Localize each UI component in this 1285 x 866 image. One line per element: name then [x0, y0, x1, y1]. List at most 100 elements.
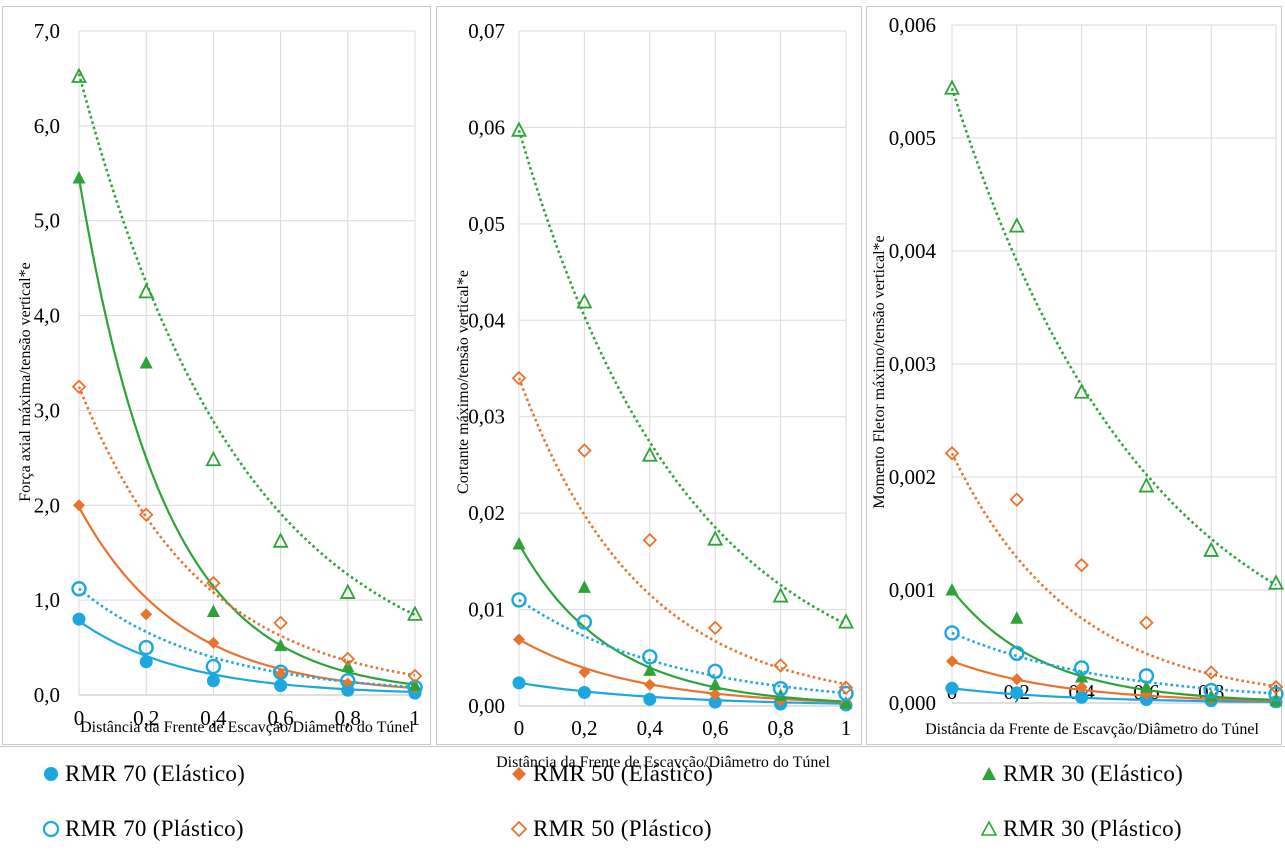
- trendline-plastic: [518, 598, 847, 695]
- y-tick-label: 0,0: [34, 683, 60, 707]
- data-point-diamond: [1203, 665, 1219, 680]
- legend-item-rmr30-elastic: RMR 30 (Elástico): [978, 759, 1183, 789]
- data-point-diamond: [407, 668, 423, 684]
- trendline-elastic: [951, 687, 1276, 704]
- y-tick-label: 0,003: [889, 352, 936, 376]
- data-point-circle: [512, 676, 526, 690]
- data-point-circle: [577, 686, 591, 699]
- y-axis-title: Força axial máxima/tensão vertical*e: [17, 262, 34, 501]
- data-point-circle: [707, 663, 723, 679]
- trendline-elastic: [518, 638, 847, 704]
- data-point-circle: [72, 612, 86, 626]
- data-point-circle: [1138, 668, 1155, 684]
- y-tick-label: 3,0: [34, 398, 60, 422]
- data-point-triangle: [1268, 574, 1284, 590]
- y-tick-label: 1,0: [34, 588, 60, 612]
- data-point-diamond: [838, 680, 854, 695]
- data-point-triangle: [772, 587, 789, 603]
- data-point-circle: [1073, 660, 1090, 676]
- data-point-diamond: [642, 532, 658, 548]
- data-point-triangle: [1138, 477, 1155, 493]
- data-point-triangle: [945, 583, 959, 596]
- trendline-elastic: [78, 620, 416, 694]
- legend-item-rmr30-plastic: RMR 30 (Plástico): [978, 814, 1182, 844]
- x-tick-label: 1: [410, 706, 421, 730]
- data-point-diamond: [643, 678, 656, 691]
- data-point-triangle: [708, 677, 722, 691]
- y-axis-title: Cortante máximo/tensão vertical*e: [455, 270, 472, 494]
- legend-label: RMR 50 (Plástico): [533, 816, 712, 841]
- y-axis-title: Momento Fletor máximo/tensão vertical*e: [871, 235, 888, 508]
- x-tick-label: 0,4: [637, 716, 664, 740]
- data-point-diamond: [1268, 679, 1284, 695]
- panel-frame: [436, 6, 862, 745]
- x-axis-title: Distância da Frente de Escavção/Diâmetro…: [80, 719, 414, 736]
- y-tick-label: 4,0: [34, 304, 60, 328]
- x-tick-label: 0,2: [133, 706, 159, 730]
- data-point-triangle: [408, 678, 422, 692]
- data-point-circle: [138, 639, 154, 656]
- open-circle-marker-icon: [42, 820, 60, 838]
- y-tick-label: 0,002: [889, 465, 936, 489]
- x-tick-label: 0,4: [200, 706, 227, 730]
- legend-label: RMR 30 (Elástico): [1003, 761, 1184, 786]
- x-tick-label: 0: [514, 716, 525, 740]
- filled-diamond-marker-icon: [512, 767, 526, 781]
- data-point-diamond: [946, 655, 958, 668]
- legend-label: RMR 50 (Elástico): [533, 761, 714, 786]
- data-point-circle: [340, 673, 356, 689]
- data-point-triangle: [512, 537, 526, 550]
- x-tick-label: 0,6: [702, 716, 728, 740]
- data-point-triangle: [1008, 217, 1025, 233]
- data-point-circle: [1075, 690, 1089, 704]
- data-point-triangle: [1010, 611, 1024, 624]
- data-point-diamond: [511, 370, 527, 386]
- data-point-diamond: [773, 658, 788, 673]
- open-triangle-marker-icon: [980, 820, 998, 836]
- y-tick-label: 0,004: [889, 239, 937, 263]
- data-point-triangle: [71, 67, 87, 83]
- data-point-diamond: [513, 633, 525, 646]
- filled-circle-marker-icon: [44, 767, 58, 781]
- y-tick-label: 0,04: [468, 308, 505, 332]
- y-tick-label: 0,03: [468, 405, 505, 429]
- panel-axial-force: Força axial máxima/tensão vertical*e Dis…: [2, 6, 431, 745]
- data-point-triangle: [576, 293, 593, 309]
- data-point-diamond: [578, 666, 591, 679]
- y-tick-label: 0,01: [468, 598, 505, 622]
- data-point-triangle: [1204, 689, 1218, 702]
- legend-item-rmr70-plastic: RMR 70 (Plástico): [40, 814, 244, 844]
- panel-bending-moment: Momento Fletor máximo/tensão vertical*e …: [866, 6, 1284, 745]
- x-axis-title: Distância da Frente de Escavção/Diâmetro…: [925, 721, 1259, 738]
- legend-item-rmr70-elastic: RMR 70 (Elástico): [40, 759, 245, 789]
- data-point-circle: [206, 674, 220, 688]
- data-point-triangle: [838, 613, 854, 629]
- data-point-triangle: [138, 282, 155, 299]
- data-point-diamond: [206, 575, 221, 591]
- data-point-circle: [772, 680, 789, 697]
- x-tick-label: 0: [74, 706, 85, 730]
- data-point-triangle: [707, 530, 724, 546]
- trendline-elastic: [518, 543, 847, 703]
- legend-label: RMR 30 (Plástico): [1003, 816, 1182, 841]
- data-point-triangle: [1203, 541, 1220, 557]
- data-point-diamond: [1139, 615, 1154, 631]
- trendline-plastic: [950, 87, 1277, 587]
- trendline-plastic: [951, 631, 1277, 695]
- data-point-diamond: [1074, 557, 1089, 573]
- x-tick-label: 0,8: [767, 716, 793, 740]
- data-point-triangle: [139, 356, 153, 369]
- data-point-triangle: [206, 604, 220, 618]
- y-tick-label: 0,07: [468, 19, 505, 43]
- data-point-diamond: [207, 636, 220, 649]
- data-point-triangle: [1073, 383, 1090, 399]
- data-point-circle: [838, 685, 854, 702]
- panel-frame: [866, 6, 1282, 745]
- panel-frame: [2, 6, 431, 745]
- data-point-circle: [708, 695, 722, 709]
- open-diamond-marker-icon: [510, 820, 528, 838]
- data-point-circle: [511, 592, 527, 608]
- data-point-diamond: [273, 615, 288, 631]
- data-point-circle: [1010, 686, 1024, 700]
